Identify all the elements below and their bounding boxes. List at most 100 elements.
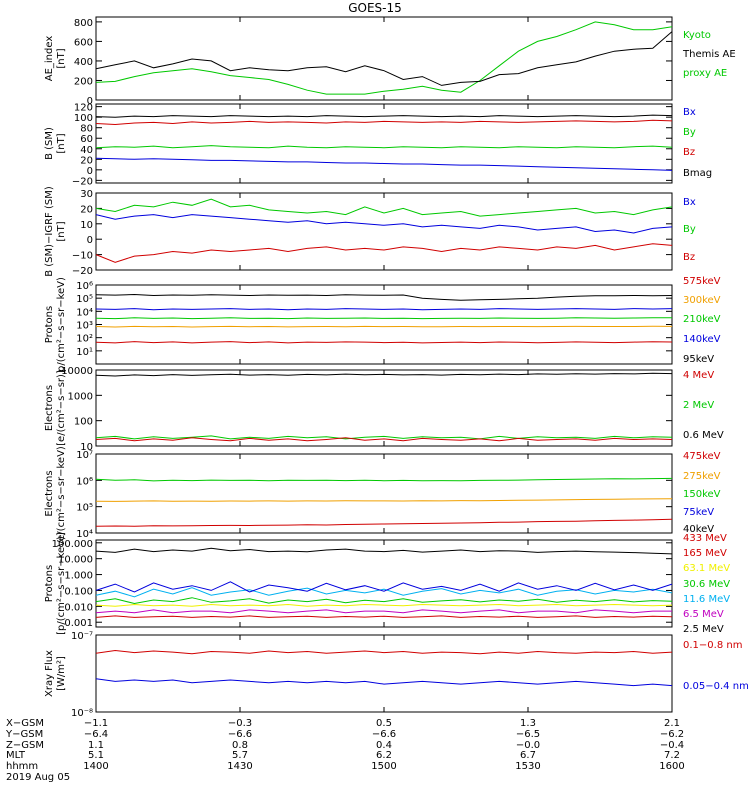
panel-7: 0.001 0.010 0.100 1.000 10.000 100.000 Protons… <box>44 532 730 635</box>
y-axis-label: [nT] <box>56 221 67 241</box>
y-tick-label: 10 <box>80 220 93 231</box>
y-axis-label: Electrons <box>44 470 55 516</box>
y-tick-label: 0.100 <box>64 586 93 597</box>
y-tick-label: 100.000 <box>52 539 93 550</box>
y-tick-label: 800 <box>74 18 93 29</box>
legend-entry: Bz <box>683 252 695 263</box>
y-tick-label: 0.010 <box>64 602 93 613</box>
y-axis-label: [e/(cm²−s−sr)] <box>56 370 67 446</box>
series-line <box>95 317 673 320</box>
y-axis-label: [nT] <box>56 48 67 68</box>
legend-entry: 40keV <box>683 524 714 535</box>
legend-entry: By <box>683 224 696 235</box>
y-tick-label: 20 <box>80 204 93 215</box>
date-label: 2019 Aug 05 <box>6 772 70 783</box>
y-axis-label: Electrons <box>44 385 55 431</box>
series-line <box>95 145 673 149</box>
x-axis-value: 6.7 <box>520 750 536 761</box>
x-axis-value: 5.7 <box>232 750 248 761</box>
y-tick-label: 600 <box>74 37 93 48</box>
legend-entry: Themis AE <box>682 49 736 60</box>
y-tick-label: 60 <box>80 134 93 145</box>
legend-entry: 4 MeV <box>683 370 714 381</box>
x-axis-value: −6.6 <box>228 729 252 740</box>
y-tick-label: 0.001 <box>64 618 93 629</box>
series-line <box>95 21 673 95</box>
series-line <box>95 293 673 301</box>
plot-title: GOES-15 <box>348 1 402 15</box>
x-axis-value: 7.2 <box>664 750 680 761</box>
legend-entry: 275keV <box>683 471 721 482</box>
y-tick-label: 10⁻⁸ <box>71 708 93 719</box>
x-axis-value: 1.3 <box>520 718 536 729</box>
x-axis-value: 0.8 <box>232 740 248 751</box>
series-line <box>95 518 673 527</box>
series-line <box>95 587 673 598</box>
y-tick-label: −20 <box>72 176 93 187</box>
legend-entry: 75keV <box>683 507 714 518</box>
legend-entry: 11.6 MeV <box>683 594 730 605</box>
series-line <box>95 308 673 311</box>
y-tick-label: 1.000 <box>64 571 93 582</box>
legend-entry: 575keV <box>683 276 721 287</box>
y-tick-label: 10⁵ <box>76 294 93 305</box>
series-line <box>95 119 673 126</box>
series-line <box>95 609 672 614</box>
y-axis-label: [W/m²] <box>56 656 67 691</box>
series-line <box>95 243 673 263</box>
legend-entry: 0.05−0.4 nm <box>683 681 749 692</box>
y-axis-label: [p/(cm²−s−sr−keV)] <box>56 532 67 635</box>
panel-4: 10¹ 10² 10³ 10⁴ 10⁵ 10⁶ Protons p/(cm²−s−sr−keV… <box>44 276 721 372</box>
series-line <box>95 678 673 687</box>
series-line <box>95 372 673 377</box>
legend-entry: 6.5 MeV <box>683 609 724 620</box>
series-line <box>95 31 673 86</box>
y-axis-label: Xray Flux <box>44 650 55 697</box>
y-tick-label: 10⁵ <box>76 503 93 514</box>
y-tick-label: 10 <box>80 442 93 453</box>
y-axis-label: B (SM) <box>44 127 55 160</box>
y-tick-label: 30 <box>80 189 93 200</box>
x-axis-row-label: MLT <box>6 750 26 761</box>
legend-entry: 0.1−0.8 nm <box>683 640 742 651</box>
y-tick-label: 10⁴ <box>76 529 93 540</box>
series-line <box>95 581 673 593</box>
legend-entry: 2.5 MeV <box>683 624 724 635</box>
x-axis-value: −1.1 <box>84 718 108 729</box>
panel-frame <box>95 192 673 271</box>
y-tick-label: 100 <box>74 417 93 428</box>
y-axis-label: B (SM)−IGRF (SM) <box>44 186 55 277</box>
series-line <box>95 498 673 502</box>
x-axis-value: −6.5 <box>516 729 540 740</box>
y-tick-label: 10⁷ <box>76 450 93 461</box>
legend-entry: 210keV <box>683 314 721 325</box>
y-tick-label: −20 <box>72 266 93 277</box>
x-axis-value: 1530 <box>515 761 540 772</box>
x-axis-value: −6.4 <box>84 729 108 740</box>
legend-entry: 95keV <box>683 354 714 365</box>
y-tick-label: 10⁻⁷ <box>71 631 93 642</box>
y-tick-label: 200 <box>74 76 93 87</box>
x-axis-row-label: hhmm <box>6 761 38 772</box>
series-line <box>95 114 673 118</box>
x-axis-value: 1430 <box>227 761 252 772</box>
y-axis-label: [nT] <box>56 133 67 153</box>
series-line <box>95 325 673 328</box>
panel-frame <box>95 369 673 447</box>
y-axis-label: e/(cm²−s−sr−keV) <box>56 446 67 541</box>
series-line <box>95 477 673 482</box>
series-line <box>95 547 673 555</box>
x-axis-value: 5.1 <box>88 750 104 761</box>
x-axis-value: −6.6 <box>372 729 396 740</box>
legend-entry: Bmag <box>683 168 712 179</box>
x-axis-row-label: Y−GSM <box>5 729 43 740</box>
legend-entry: 433 MeV <box>683 533 727 544</box>
series-line <box>95 214 673 234</box>
y-axis-label: Protons <box>44 306 55 343</box>
x-axis-value: −0.3 <box>228 718 252 729</box>
x-axis-value: 1600 <box>659 761 684 772</box>
legend-entry: Bx <box>683 197 696 208</box>
